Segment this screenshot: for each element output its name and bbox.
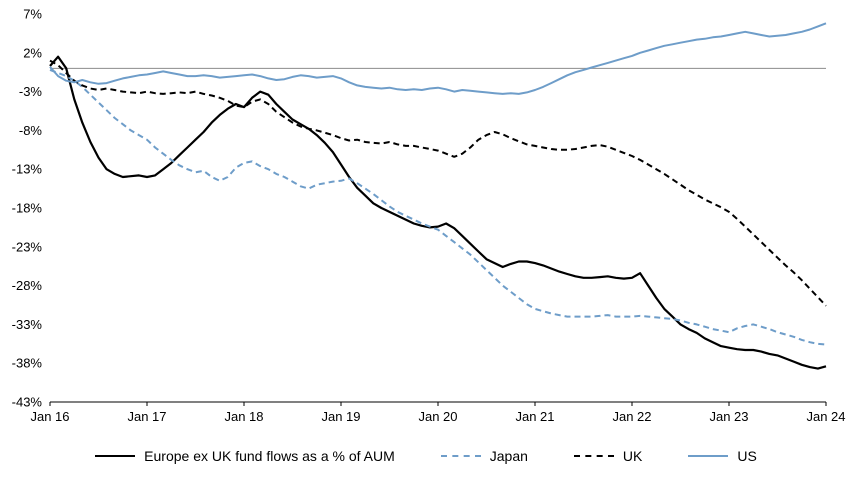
series-line-japan <box>49 68 827 346</box>
legend-item-us: US <box>688 448 757 464</box>
legend-item-uk: UK <box>573 448 643 464</box>
legend-line-sample-uk <box>573 455 614 457</box>
y-axis-tick-label: -8% <box>19 123 43 138</box>
chart-plot-area: Jan 16 Jan 17 Jan 18 Jan 19 Jan 20 Jan 21 Jan … <box>12 7 846 425</box>
x-axis-tick-label: Jan 16 <box>30 409 69 424</box>
legend-label-us: US <box>737 448 757 464</box>
series-line-europe-ex-uk-fund-flows-as-a-of-aum <box>49 55 827 370</box>
series-line-uk <box>49 59 827 307</box>
x-axis-tick-label: Jan 23 <box>709 409 748 424</box>
x-axis-tick-label: Jan 24 <box>806 409 845 424</box>
y-axis-tick-label: -28% <box>12 278 43 293</box>
y-axis-tick-label: -23% <box>12 239 43 254</box>
legend-label-europe-ex-uk-fund-flows-as-a-of-aum: Europe ex UK fund flows as a % of AUM <box>144 448 395 464</box>
legend-line-sample-japan <box>440 455 481 457</box>
x-axis-tick-label: Jan 21 <box>515 409 554 424</box>
y-axis-tick-label: 2% <box>23 45 42 60</box>
y-axis-tick-label: -13% <box>12 162 43 177</box>
y-axis-tick-label: -33% <box>12 317 43 332</box>
y-axis-tick-label: 7% <box>23 7 42 22</box>
y-axis-tick-label: -38% <box>12 356 43 371</box>
legend-item-japan: Japan <box>440 448 528 464</box>
legend-item-europe-ex-uk-fund-flows-as-a-of-aum: Europe ex UK fund flows as a % of AUM <box>95 448 395 464</box>
x-axis-tick-label: Jan 19 <box>321 409 360 424</box>
legend-line-sample-us <box>688 455 729 457</box>
legend: Europe ex UK fund flows as a % of AUM Jap… <box>0 448 852 464</box>
series-line-us <box>49 22 827 95</box>
legend-label-japan: Japan <box>489 448 528 464</box>
x-axis-tick-label: Jan 18 <box>224 409 263 424</box>
legend-line-sample-europe-ex-uk-fund-flows-as-a-of-aum <box>95 455 136 457</box>
y-axis-tick-label: -43% <box>12 395 43 410</box>
y-axis-tick-label: -18% <box>12 201 43 216</box>
y-axis-tick-label: -3% <box>19 84 43 99</box>
x-axis-tick-label: Jan 17 <box>127 409 166 424</box>
legend-label-uk: UK <box>622 448 643 464</box>
x-axis-tick-label: Jan 20 <box>418 409 457 424</box>
x-axis-tick-label: Jan 22 <box>612 409 651 424</box>
